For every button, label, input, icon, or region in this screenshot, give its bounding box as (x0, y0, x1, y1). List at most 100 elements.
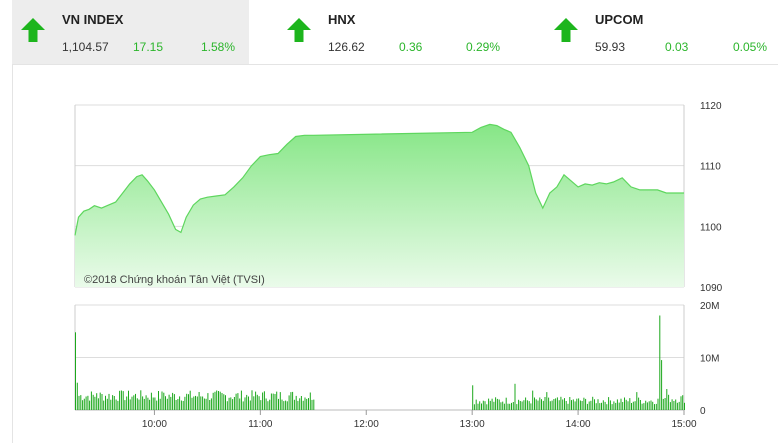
volume-bar (534, 397, 535, 410)
volume-bar (166, 398, 168, 410)
volume-bar (537, 400, 539, 410)
volume-bar (239, 398, 241, 410)
volume-bar (682, 395, 684, 410)
volume-bar (512, 402, 514, 410)
volume-bar (251, 390, 253, 410)
up-arrow-icon (287, 18, 311, 42)
volume-bar (477, 403, 479, 410)
price-y-tick-label: 1100 (700, 222, 722, 233)
volume-bar (221, 393, 223, 410)
volume-bar (152, 397, 154, 410)
volume-bar (484, 401, 486, 410)
volume-bar (583, 397, 585, 410)
volume-bar (313, 399, 315, 410)
volume-bar (549, 401, 551, 410)
volume-bar (87, 395, 89, 410)
volume-bar (186, 393, 188, 410)
volume-bar (286, 401, 288, 410)
volume-bar (564, 398, 565, 410)
volume-bar (253, 396, 255, 410)
volume-bar (604, 401, 606, 410)
x-tick-label: 15:00 (671, 419, 696, 430)
x-tick-label: 14:00 (566, 419, 591, 430)
volume-bar (263, 391, 265, 410)
index-percent: 0.29% (466, 40, 501, 54)
volume-bar (518, 399, 520, 410)
volume-bar (237, 393, 239, 410)
volume-bar (203, 398, 205, 410)
volume-bar (76, 382, 78, 410)
index-upcom[interactable]: UPCOM 59.93 0.03 0.05% (545, 0, 778, 64)
volume-bar (548, 397, 550, 410)
volume-bar (496, 398, 498, 410)
volume-bar (150, 392, 152, 410)
volume-bar (188, 394, 189, 410)
volume-bar (643, 403, 645, 410)
index-change: 0.36 (399, 40, 423, 54)
copyright-text: ©2018 Chứng khoán Tân Việt (TVSI) (84, 274, 265, 286)
volume-bar (249, 400, 251, 410)
volume-bar (491, 398, 493, 410)
volume-bar (567, 403, 569, 410)
volume-bar (578, 398, 580, 410)
volume-bar (278, 398, 279, 410)
volume-bar (532, 390, 534, 410)
index-vnindex[interactable]: VN INDEX 1,104.57 17.15 1.58% (12, 0, 249, 64)
volume-bar (83, 398, 85, 410)
volume-bar (179, 396, 181, 410)
volume-bar (105, 395, 106, 410)
volume-bar (158, 391, 159, 410)
volume-bar (488, 398, 490, 410)
volume-bar (75, 332, 76, 410)
price-y-tick-label: 1120 (700, 101, 722, 112)
volume-bar (616, 399, 618, 410)
volume-bar (165, 396, 166, 410)
x-tick-label: 13:00 (460, 419, 485, 430)
volume-bar (308, 398, 309, 410)
volume-bar (489, 400, 491, 410)
volume-bar (500, 402, 502, 410)
volume-bar (145, 395, 147, 410)
volume-bar (94, 396, 96, 410)
volume-bar (652, 401, 654, 410)
volume-bar (168, 394, 170, 410)
volume-bar (521, 401, 523, 410)
volume-bar (507, 403, 509, 410)
volume-bar (609, 400, 611, 410)
volume-bar (119, 390, 121, 410)
volume-bar (475, 399, 477, 410)
volume-bar (581, 401, 583, 410)
volume-bar (654, 404, 655, 410)
volume-bar (585, 398, 587, 410)
volume-bar (90, 391, 92, 410)
volume-bar (97, 398, 99, 410)
volume-bar (311, 399, 313, 410)
volume-bar (481, 403, 482, 410)
price-line (74, 123, 684, 236)
volume-bar (115, 399, 117, 410)
volume-bar (646, 402, 648, 410)
volume-bar (664, 398, 666, 410)
volume-bar (636, 392, 638, 410)
volume-bar (138, 399, 140, 410)
volume-bar (235, 393, 237, 410)
volume-bar (659, 315, 661, 410)
volume-bar (615, 402, 617, 410)
volume-bar (209, 400, 211, 410)
index-hnx[interactable]: HNX 126.62 0.36 0.29% (278, 0, 518, 64)
volume-bar (147, 397, 149, 410)
volume-bar (233, 397, 235, 410)
volume-bar (632, 401, 634, 410)
volume-bar (223, 394, 225, 410)
volume-bar (514, 383, 516, 411)
volume-bar (272, 393, 274, 410)
index-value: 59.93 (595, 40, 626, 54)
volume-bar (182, 401, 184, 410)
index-summary-bar: VN INDEX 1,104.57 17.15 1.58% HNX 126.62… (0, 0, 778, 64)
volume-bar (606, 404, 608, 410)
volume-bar (128, 390, 129, 410)
volume-bar (673, 401, 675, 410)
volume-bar (655, 403, 657, 410)
volume-bar (89, 400, 91, 410)
volume-bar (242, 401, 244, 410)
